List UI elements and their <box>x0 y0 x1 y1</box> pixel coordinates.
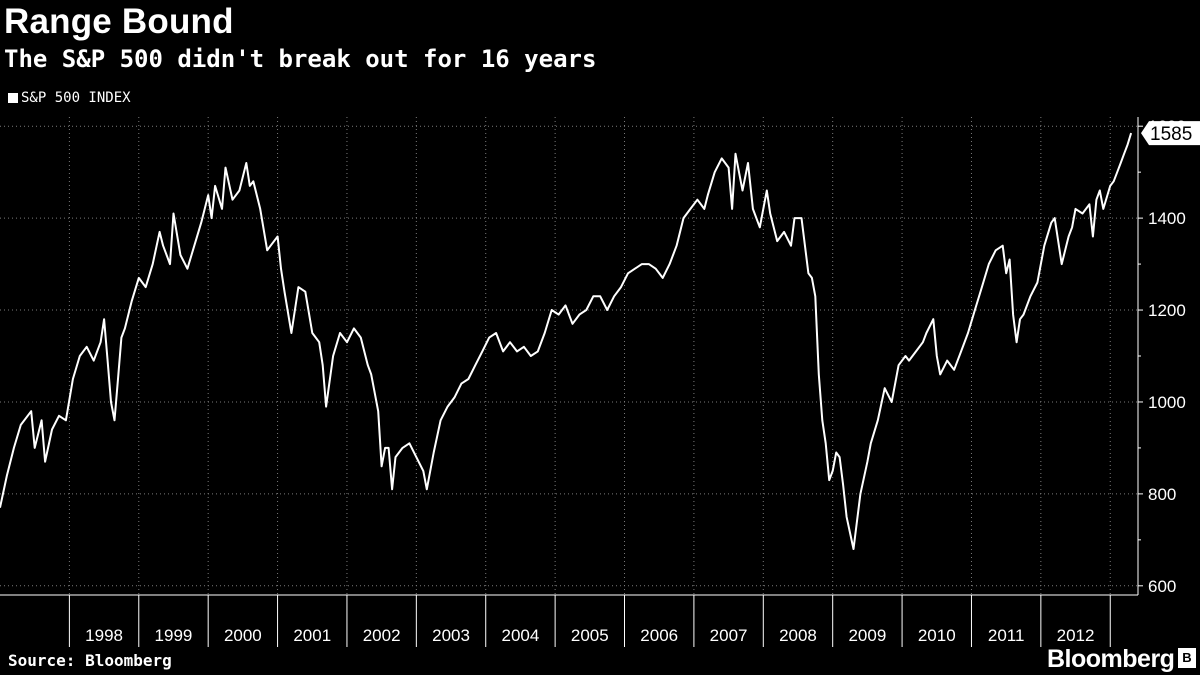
last-value-label: 1585 <box>1150 124 1192 145</box>
x-tick-label: 2010 <box>918 626 956 645</box>
x-tick-label: 2008 <box>779 626 817 645</box>
x-tick-label: 2000 <box>224 626 262 645</box>
x-tick-label: 2003 <box>432 626 470 645</box>
x-tick-label: 2004 <box>502 626 540 645</box>
bloomberg-logo: Bloomberg <box>1047 645 1175 673</box>
y-tick-label: 600 <box>1148 577 1176 596</box>
x-tick-label: 2011 <box>988 626 1025 645</box>
bloomberg-b-icon: B <box>1178 648 1196 668</box>
x-tick-label: 2009 <box>848 626 886 645</box>
legend: S&P 500 INDEX <box>8 90 131 106</box>
x-axis: 1998 1999 2000 2001 2002 2003 2004 2005 2006 2007… <box>0 594 1138 647</box>
y-tick-label: 1400 <box>1148 209 1186 228</box>
y-tick-label: 800 <box>1148 485 1176 504</box>
y-tick-label: 1000 <box>1148 393 1186 412</box>
x-tick-label: 2007 <box>710 626 748 645</box>
x-tick-label: 2012 <box>1057 626 1095 645</box>
x-tick-label: 2006 <box>640 626 678 645</box>
last-value-flag <box>1141 121 1200 146</box>
x-tick-label: 1999 <box>155 626 193 645</box>
x-tick-label: 2002 <box>363 626 401 645</box>
x-tick-label: 1998 <box>85 626 123 645</box>
y-tick-label: 1200 <box>1148 301 1186 320</box>
last-value-label-group: 1585 <box>1141 121 1200 146</box>
x-tick-label: 2005 <box>571 626 609 645</box>
grid-lines <box>0 117 1138 595</box>
y-axis: 6008001000120014001600 <box>1137 117 1186 596</box>
source-note: Source: Bloomberg <box>8 651 172 670</box>
chart-title: Range Bound <box>4 2 234 41</box>
legend-swatch <box>8 93 18 103</box>
series-line-sp500 <box>0 132 1133 550</box>
legend-label: S&P 500 INDEX <box>21 90 131 106</box>
chart-subtitle: The S&P 500 didn't break out for 16 year… <box>4 45 597 73</box>
x-tick-label: 2001 <box>293 626 331 645</box>
series-layer <box>0 132 1133 550</box>
